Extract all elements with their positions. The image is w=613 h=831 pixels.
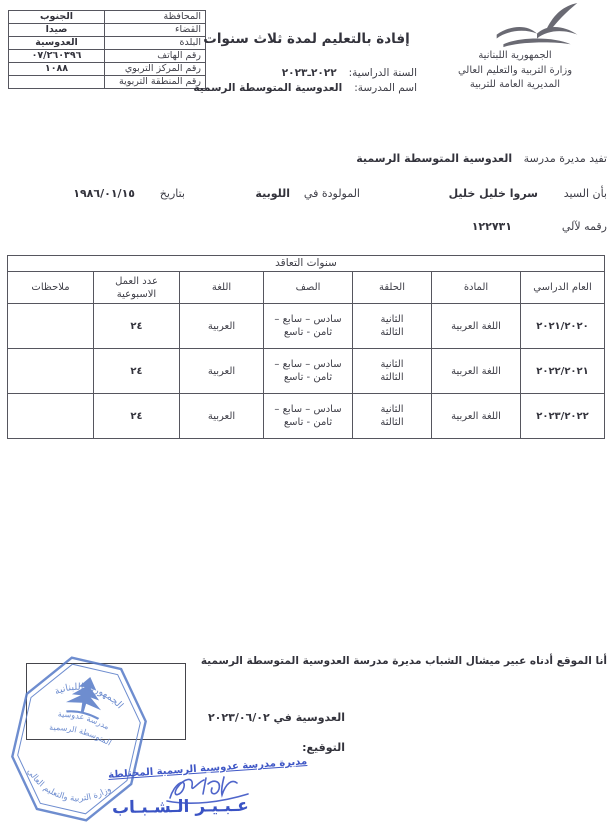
- cell-notes: [6, 393, 95, 439]
- cell-language: العربية: [179, 348, 264, 394]
- cell-cycle: الثانية الثالثة: [352, 348, 432, 394]
- undersigned-statement: أنا الموقع أدناه عبير ميشال الشباب مديرة…: [200, 655, 607, 667]
- cell-grade: سادس – سابع – ثامن - تاسع: [263, 303, 353, 349]
- academic-year-label: السنة الدراسية:: [348, 67, 417, 79]
- cell-notes: [6, 303, 95, 349]
- table-header-row: العام الدراسي المادة الحلقة الصف اللغة ع…: [6, 271, 605, 304]
- grade-line: سادس – سابع –: [274, 314, 342, 325]
- info-label: رقم المنطقة التربوية: [104, 75, 206, 89]
- school-name-line: اسم المدرسة: العدوسية المتوسطة الرسمية: [193, 81, 417, 96]
- official-stamp: الجمهورية اللبنانية وزارة التربية والتعل…: [4, 648, 154, 831]
- info-value: ٠٧/٢٦٠٣٩٦: [8, 49, 105, 63]
- table-caption-row: سنوات التعاقد: [6, 255, 606, 272]
- grade-line: ثامن - تاسع: [283, 417, 333, 428]
- cell-subject: اللغة العربية: [431, 393, 521, 439]
- cell-year: ٢٠٢٣/٢٠٢٢: [520, 393, 605, 439]
- birth-date-label: بتاريخ: [159, 187, 185, 200]
- born-label: المولودة في: [303, 187, 360, 200]
- certify-line: تفيد مديرة مدرسة العدوسية المتوسطة الرسم…: [356, 152, 607, 165]
- place-date-line: العدوسية في ٢٠٢٣/٠٦/٠٢: [207, 711, 345, 724]
- ministry-logo-icon: [489, 2, 585, 50]
- cell-cycle: الثانية الثالثة: [352, 303, 432, 349]
- cell-year: ٢٠٢١/٢٠٢٠: [520, 303, 605, 349]
- cycle-line: الثانية: [380, 314, 404, 325]
- column-header-language: اللغة: [179, 271, 264, 304]
- contract-years-table: سنوات التعاقد العام الدراسي المادة الحلق…: [6, 255, 606, 439]
- cycle-line: الثانية: [380, 359, 404, 370]
- cedar-tree-icon: [65, 676, 102, 720]
- table-row: ٢٠٢٣/٢٠٢٢ اللغة العربية الثانية الثالثة …: [6, 393, 605, 439]
- info-value: [8, 75, 105, 89]
- school-name-value: العدوسية المتوسطة الرسمية: [193, 82, 343, 94]
- cell-language: العربية: [179, 393, 264, 439]
- ministry-line-republic: الجمهورية اللبنانية: [478, 50, 552, 61]
- cell-cycle: الثانية الثالثة: [352, 393, 432, 439]
- born-place: اللوبية: [255, 187, 290, 200]
- cycle-line: الثالثة: [380, 327, 404, 338]
- table-row: ٢٠٢٢/٢٠٢١ اللغة العربية الثانية الثالثة …: [6, 348, 605, 394]
- academic-year-line: السنة الدراسية: ٢٠٢٢ـ٢٠٢٣: [193, 66, 417, 81]
- signature-label: التوقيع:: [302, 741, 345, 754]
- id-number-line: رقمه لآلي ١٢٢٧٣١: [0, 220, 613, 236]
- certify-school-name: العدوسية المتوسطة الرسمية: [356, 152, 513, 165]
- cell-subject: اللغة العربية: [431, 348, 521, 394]
- signature-scribble-icon: [162, 774, 254, 810]
- cell-hours: ٢٤: [93, 303, 180, 349]
- school-info-table: المحافظة الجنوب القضاء صيدا البلدة العدو…: [8, 10, 206, 89]
- column-header-subject: المادة: [431, 271, 521, 304]
- info-label: المحافظة: [104, 10, 206, 24]
- info-label: رقم الهاتف: [104, 49, 206, 63]
- certify-label: تفيد مديرة مدرسة: [523, 152, 607, 165]
- person-name: سروا خليل خليل: [448, 187, 538, 200]
- info-value: ١٠٨٨: [8, 62, 105, 76]
- cycle-line: الثالثة: [380, 417, 404, 428]
- academic-year-value: ٢٠٢٢ـ٢٠٢٣: [281, 67, 337, 79]
- person-line: بأن السيد سروا خليل خليل المولودة في الل…: [0, 187, 613, 203]
- ministry-line-directorate: المديرية العامة للتربية: [469, 79, 561, 90]
- cell-year: ٢٠٢٢/٢٠٢١: [520, 348, 605, 394]
- column-header-hours: عدد العمل الاسبوعية: [93, 271, 180, 304]
- table-caption: سنوات التعاقد: [6, 255, 606, 272]
- stamp-octagon-outline: [11, 656, 147, 822]
- cell-grade: سادس – سابع – ثامن - تاسع: [263, 348, 353, 394]
- column-header-cycle: الحلقة: [352, 271, 432, 304]
- cell-language: العربية: [179, 303, 264, 349]
- ministry-line-ministry: وزارة التربية والتعليم العالي: [457, 64, 573, 76]
- grade-line: ثامن - تاسع: [283, 372, 333, 383]
- info-row: رقم المركز التربوي ١٠٨٨: [8, 62, 206, 76]
- cell-grade: سادس – سابع – ثامن - تاسع: [263, 393, 353, 439]
- cell-hours: ٢٤: [93, 348, 180, 394]
- cell-subject: اللغة العربية: [431, 303, 521, 349]
- cell-notes: [6, 348, 95, 394]
- stamp-box: [26, 663, 186, 740]
- cell-hours: ٢٤: [93, 393, 180, 439]
- info-row: رقم الهاتف ٠٧/٢٦٠٣٩٦: [8, 49, 206, 63]
- column-header-notes: ملاحظات: [6, 271, 95, 304]
- grade-line: سادس – سابع –: [274, 359, 342, 370]
- grade-line: سادس – سابع –: [274, 404, 342, 415]
- info-row: رقم المنطقة التربوية: [8, 75, 206, 89]
- column-header-year: العام الدراسي: [520, 271, 605, 304]
- certificate-meta: السنة الدراسية: ٢٠٢٢ـ٢٠٢٣ اسم المدرسة: ا…: [193, 66, 417, 96]
- grade-line: ثامن - تاسع: [283, 327, 333, 338]
- birth-date-value: ١٩٨٦/٠١/١٥: [73, 187, 135, 200]
- school-name-label: اسم المدرسة:: [354, 82, 417, 94]
- info-row: المحافظة الجنوب: [8, 10, 206, 24]
- table-row: ٢٠٢١/٢٠٢٠ اللغة العربية الثانية الثالثة …: [6, 303, 605, 349]
- person-label: بأن السيد: [563, 187, 607, 200]
- info-value: الجنوب: [8, 10, 105, 24]
- info-label: رقم المركز التربوي: [104, 62, 206, 76]
- cycle-line: الثانية: [380, 404, 404, 415]
- id-number-value: ١٢٢٧٣١: [471, 220, 512, 233]
- signature-name: عـبـيـر الـشـبـاب: [111, 795, 249, 819]
- certificate-title: إفادة بالتعليم لمدة ثلاث سنوات: [203, 31, 410, 47]
- column-header-grade: الصف: [263, 271, 353, 304]
- cycle-line: الثالثة: [380, 372, 404, 383]
- ministry-header: الجمهورية اللبنانية وزارة التربية والتعل…: [425, 49, 605, 93]
- id-number-label: رقمه لآلي: [561, 220, 607, 233]
